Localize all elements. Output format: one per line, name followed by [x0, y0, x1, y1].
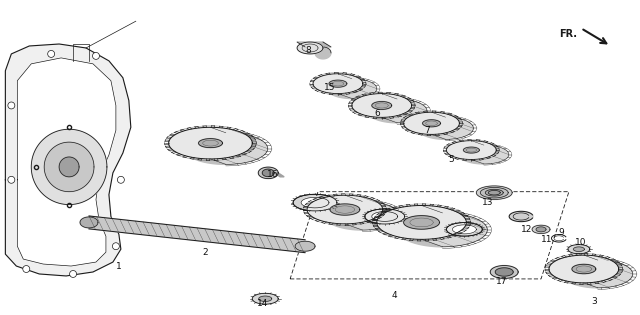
Polygon shape	[568, 245, 590, 254]
Polygon shape	[89, 216, 305, 253]
Polygon shape	[532, 225, 550, 233]
Polygon shape	[352, 94, 412, 117]
Circle shape	[113, 243, 120, 250]
Circle shape	[8, 176, 15, 183]
Polygon shape	[307, 195, 362, 230]
Polygon shape	[549, 255, 598, 288]
Text: 3: 3	[591, 297, 596, 306]
Polygon shape	[372, 212, 397, 221]
Polygon shape	[422, 205, 487, 247]
Polygon shape	[274, 173, 284, 177]
Polygon shape	[293, 194, 337, 211]
Polygon shape	[5, 44, 131, 276]
Text: 12: 12	[522, 225, 532, 234]
Polygon shape	[584, 255, 632, 288]
Text: 9: 9	[558, 228, 564, 237]
Polygon shape	[549, 255, 619, 283]
Polygon shape	[365, 209, 404, 224]
Polygon shape	[345, 195, 400, 230]
Polygon shape	[404, 112, 460, 135]
Polygon shape	[404, 216, 440, 229]
Polygon shape	[330, 204, 360, 215]
Polygon shape	[301, 197, 329, 208]
Polygon shape	[259, 167, 278, 179]
Text: 10: 10	[575, 238, 587, 247]
Polygon shape	[480, 187, 508, 198]
Polygon shape	[536, 227, 546, 232]
Polygon shape	[262, 169, 274, 177]
Polygon shape	[80, 217, 98, 228]
Circle shape	[117, 176, 124, 183]
Text: 5: 5	[449, 156, 454, 164]
Polygon shape	[313, 74, 352, 99]
Polygon shape	[431, 112, 474, 139]
Polygon shape	[463, 147, 479, 153]
Polygon shape	[295, 241, 315, 251]
Polygon shape	[573, 247, 584, 251]
Polygon shape	[447, 223, 483, 236]
Polygon shape	[377, 205, 467, 239]
Polygon shape	[495, 268, 513, 276]
Polygon shape	[471, 141, 509, 164]
Polygon shape	[329, 80, 347, 87]
Polygon shape	[169, 127, 226, 164]
Circle shape	[23, 266, 30, 272]
Polygon shape	[59, 157, 79, 177]
Polygon shape	[452, 225, 476, 234]
Polygon shape	[447, 141, 496, 159]
Polygon shape	[297, 42, 331, 47]
Polygon shape	[476, 186, 512, 199]
Polygon shape	[485, 189, 503, 196]
Polygon shape	[169, 127, 252, 159]
Polygon shape	[422, 120, 440, 127]
Polygon shape	[297, 42, 323, 54]
Text: 1: 1	[116, 261, 122, 271]
Polygon shape	[44, 142, 94, 192]
Text: 14: 14	[257, 299, 268, 308]
Polygon shape	[313, 74, 363, 94]
Text: 11: 11	[541, 235, 553, 244]
Circle shape	[8, 102, 15, 109]
Polygon shape	[211, 127, 268, 164]
Text: 8: 8	[305, 46, 311, 55]
Polygon shape	[198, 139, 223, 148]
Text: 17: 17	[495, 278, 507, 286]
Circle shape	[70, 271, 77, 278]
Text: FR.: FR.	[559, 29, 577, 39]
Polygon shape	[31, 129, 107, 204]
Polygon shape	[315, 47, 331, 59]
Circle shape	[93, 52, 99, 59]
Polygon shape	[381, 94, 427, 123]
Polygon shape	[252, 293, 278, 304]
Polygon shape	[509, 211, 533, 222]
Text: 2: 2	[203, 248, 208, 257]
Polygon shape	[259, 296, 272, 301]
Polygon shape	[17, 58, 116, 266]
Polygon shape	[372, 101, 392, 109]
Text: 15: 15	[324, 83, 336, 92]
Text: 16: 16	[266, 170, 278, 179]
Polygon shape	[377, 205, 442, 247]
Polygon shape	[307, 195, 383, 224]
Polygon shape	[490, 266, 518, 278]
Polygon shape	[488, 191, 500, 195]
Text: 7: 7	[425, 126, 431, 135]
Text: 6: 6	[375, 109, 381, 118]
Polygon shape	[404, 112, 445, 139]
Circle shape	[48, 50, 54, 57]
Polygon shape	[352, 94, 397, 123]
Polygon shape	[338, 74, 377, 99]
Text: 13: 13	[481, 198, 493, 207]
Text: 4: 4	[392, 291, 397, 300]
Polygon shape	[572, 264, 596, 274]
Polygon shape	[447, 141, 484, 164]
